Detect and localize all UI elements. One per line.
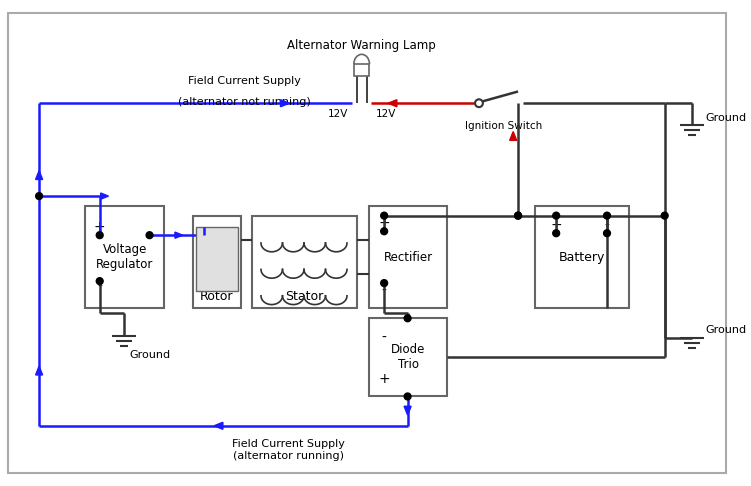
Text: Voltage
Regulator: Voltage Regulator [96,243,153,271]
Polygon shape [388,100,397,107]
Circle shape [514,212,521,219]
Text: -: - [382,284,387,298]
Polygon shape [175,232,182,238]
Text: +: + [94,220,105,234]
Circle shape [381,228,388,235]
Circle shape [381,212,388,219]
Text: (alternator running): (alternator running) [233,451,344,461]
Polygon shape [281,100,289,107]
Circle shape [96,232,103,239]
Polygon shape [101,193,108,199]
Circle shape [604,212,611,219]
Circle shape [514,212,521,219]
FancyBboxPatch shape [535,206,629,309]
FancyBboxPatch shape [369,318,447,397]
Text: Rectifier: Rectifier [384,251,433,264]
Circle shape [404,393,411,400]
Text: -: - [382,331,387,345]
Text: Ground: Ground [706,113,746,123]
Text: Stator: Stator [285,290,324,303]
Text: -: - [98,280,102,294]
Text: Field Current Supply: Field Current Supply [188,76,301,86]
Text: -: - [605,218,610,232]
Text: Ground: Ground [706,325,746,335]
Circle shape [475,99,483,107]
FancyBboxPatch shape [8,13,726,473]
Text: Rotor: Rotor [201,290,234,303]
FancyBboxPatch shape [369,206,447,309]
Text: Alternator Warning Lamp: Alternator Warning Lamp [288,39,436,52]
Polygon shape [510,132,517,140]
Circle shape [146,232,153,239]
Circle shape [553,212,559,219]
Text: (alternator not running): (alternator not running) [178,97,311,107]
Circle shape [404,315,411,322]
Polygon shape [35,171,43,179]
Circle shape [604,230,611,237]
Text: 12V: 12V [327,109,348,119]
FancyBboxPatch shape [85,206,164,309]
Text: Battery: Battery [559,251,605,264]
Text: Diode
Trio: Diode Trio [391,344,425,371]
Circle shape [96,278,103,284]
Text: Ignition Switch: Ignition Switch [465,121,542,131]
FancyBboxPatch shape [354,64,369,76]
Circle shape [553,230,559,237]
Text: +: + [379,216,390,230]
Text: +: + [550,218,562,232]
Polygon shape [404,406,411,415]
FancyBboxPatch shape [192,216,241,309]
Text: 12V: 12V [376,109,396,119]
FancyBboxPatch shape [197,227,237,291]
Circle shape [662,212,668,219]
Polygon shape [214,422,223,429]
Polygon shape [35,366,43,375]
Text: Field Current Supply: Field Current Supply [232,439,345,450]
Circle shape [381,279,388,287]
Circle shape [36,192,43,199]
FancyBboxPatch shape [252,216,357,309]
Text: +: + [379,372,390,386]
Text: Ground: Ground [129,349,170,360]
